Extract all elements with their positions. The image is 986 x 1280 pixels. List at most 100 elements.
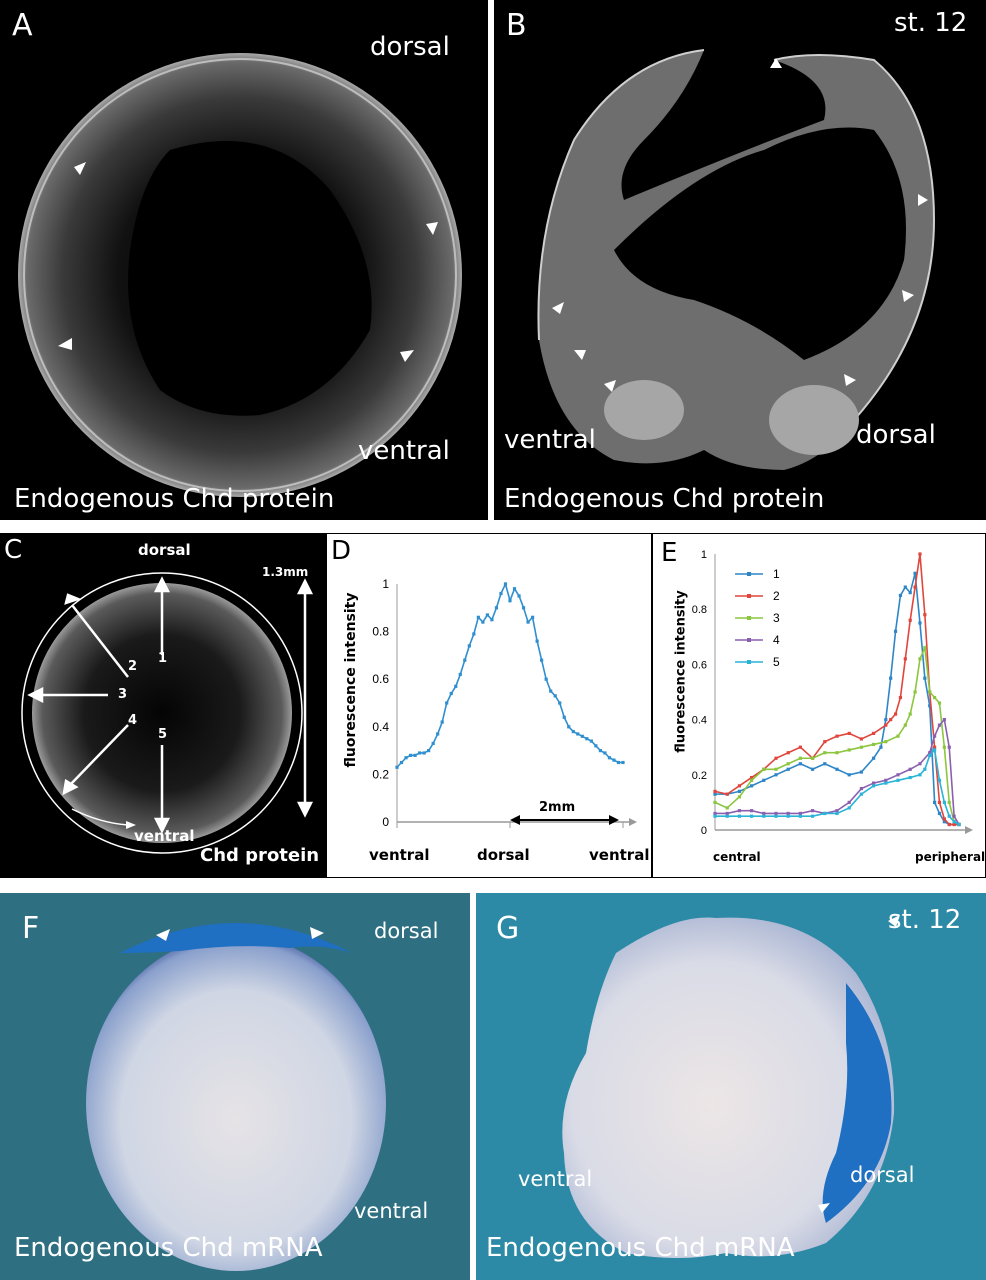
- panel-letter: E: [661, 538, 678, 568]
- y-tick-label: 1: [382, 577, 389, 591]
- arrowhead-2: [426, 222, 438, 235]
- data-point-4: [918, 762, 922, 766]
- data-point-profile: [531, 615, 535, 619]
- data-point-3: [713, 800, 717, 804]
- y-tick-label: 0: [382, 815, 389, 829]
- data-point-1: [879, 745, 883, 749]
- dorsal-staining: [120, 923, 352, 953]
- data-point-5: [737, 814, 741, 818]
- data-point-2: [823, 740, 827, 744]
- dorsal-label: dorsal: [374, 919, 439, 943]
- data-point-1: [918, 621, 922, 625]
- series-line-profile: [396, 581, 623, 768]
- arrowhead-7: [604, 380, 616, 392]
- legend-marker-5: [747, 660, 751, 664]
- legend-label-2: 2: [773, 589, 780, 603]
- y-tick-label: 0.8: [372, 625, 389, 639]
- panel-e: 0 0.2 0.4 0.6 0.8 1 1 2 3 4 5 E fluorescence inten…: [652, 533, 986, 878]
- data-point-5: [896, 778, 900, 782]
- line-label-5: 5: [158, 727, 168, 742]
- data-point-5: [923, 767, 927, 771]
- data-point-1: [928, 704, 932, 708]
- y-tick-label: 0.8: [692, 604, 707, 616]
- data-point-3: [872, 742, 876, 747]
- ventral-label: ventral: [504, 425, 596, 455]
- data-point-profile: [445, 701, 449, 705]
- panel-a-micrograph: [18, 53, 462, 497]
- data-point-1: [798, 762, 802, 766]
- data-point-profile: [427, 749, 431, 753]
- arrowhead-1: [770, 58, 782, 68]
- data-point-2: [835, 734, 839, 738]
- data-point-4: [835, 809, 839, 813]
- data-point-1: [923, 676, 927, 680]
- data-point-5: [937, 778, 942, 782]
- data-point-4: [896, 773, 900, 777]
- arrowhead-2: [918, 194, 928, 206]
- data-point-2: [847, 731, 851, 735]
- dorsal-staining: [822, 983, 892, 1223]
- legend-label-5: 5: [773, 655, 780, 669]
- data-point-profile: [499, 591, 503, 596]
- ventral-label: ventral: [134, 827, 195, 845]
- data-point-2: [884, 723, 888, 727]
- data-point-2: [713, 789, 717, 793]
- data-point-profile: [436, 732, 440, 736]
- scalebar-label: 2mm: [539, 800, 576, 815]
- data-point-2: [923, 613, 927, 617]
- data-point-profile: [535, 639, 539, 643]
- data-point-profile: [467, 644, 471, 648]
- data-point-3: [913, 690, 917, 694]
- data-point-4: [811, 809, 815, 813]
- data-point-2: [933, 745, 937, 749]
- ventral-label: ventral: [358, 436, 450, 466]
- data-point-1: [823, 762, 827, 766]
- blastocoel-cavity: [128, 141, 372, 416]
- x-tick-label-ventral-right: ventral: [589, 846, 650, 864]
- panel-g: G st. 12 ventral dorsal Endogenous Chd m…: [476, 893, 986, 1280]
- embryo: [86, 935, 386, 1271]
- data-point-5: [947, 814, 951, 818]
- data-point-2: [893, 712, 898, 716]
- data-point-2: [889, 718, 893, 722]
- data-point-5: [774, 814, 778, 818]
- data-point-1: [774, 773, 778, 777]
- data-point-5: [933, 748, 937, 752]
- data-point-3: [947, 800, 951, 804]
- data-point-profile: [544, 677, 548, 681]
- legend-marker-1: [747, 572, 751, 576]
- ventral-arc: [71, 808, 129, 826]
- scale-label: 1.3mm: [262, 565, 309, 579]
- data-point-5: [859, 792, 863, 796]
- data-point-4: [872, 781, 876, 785]
- data-point-profile: [603, 751, 607, 755]
- data-point-5: [957, 822, 961, 827]
- panel-caption: Chd protein: [200, 845, 320, 866]
- data-point-4: [750, 809, 754, 813]
- data-point-1: [889, 676, 893, 680]
- data-point-5: [872, 784, 876, 788]
- data-point-2: [872, 731, 876, 735]
- legend-label-3: 3: [773, 611, 780, 625]
- data-point-4: [786, 811, 790, 816]
- bright-lip-ventral: [604, 380, 684, 440]
- arrowhead-2: [818, 1203, 830, 1213]
- data-point-3: [823, 751, 827, 755]
- arrowhead-3: [902, 290, 914, 302]
- data-point-profile: [589, 739, 593, 743]
- y-tick-label: 0: [701, 825, 707, 837]
- data-point-profile: [553, 694, 557, 698]
- embryo: [562, 917, 895, 1258]
- data-point-4: [947, 745, 951, 749]
- data-point-profile: [458, 672, 462, 677]
- data-point-3: [908, 712, 912, 716]
- arrowhead-4: [400, 350, 414, 362]
- data-point-3: [937, 701, 942, 705]
- data-point-4: [952, 814, 956, 818]
- data-point-profile: [585, 737, 589, 741]
- data-point-3: [798, 756, 802, 760]
- data-point-4: [937, 723, 942, 727]
- data-point-profile: [481, 620, 485, 624]
- data-point-1: [786, 767, 790, 771]
- data-point-3: [750, 778, 754, 782]
